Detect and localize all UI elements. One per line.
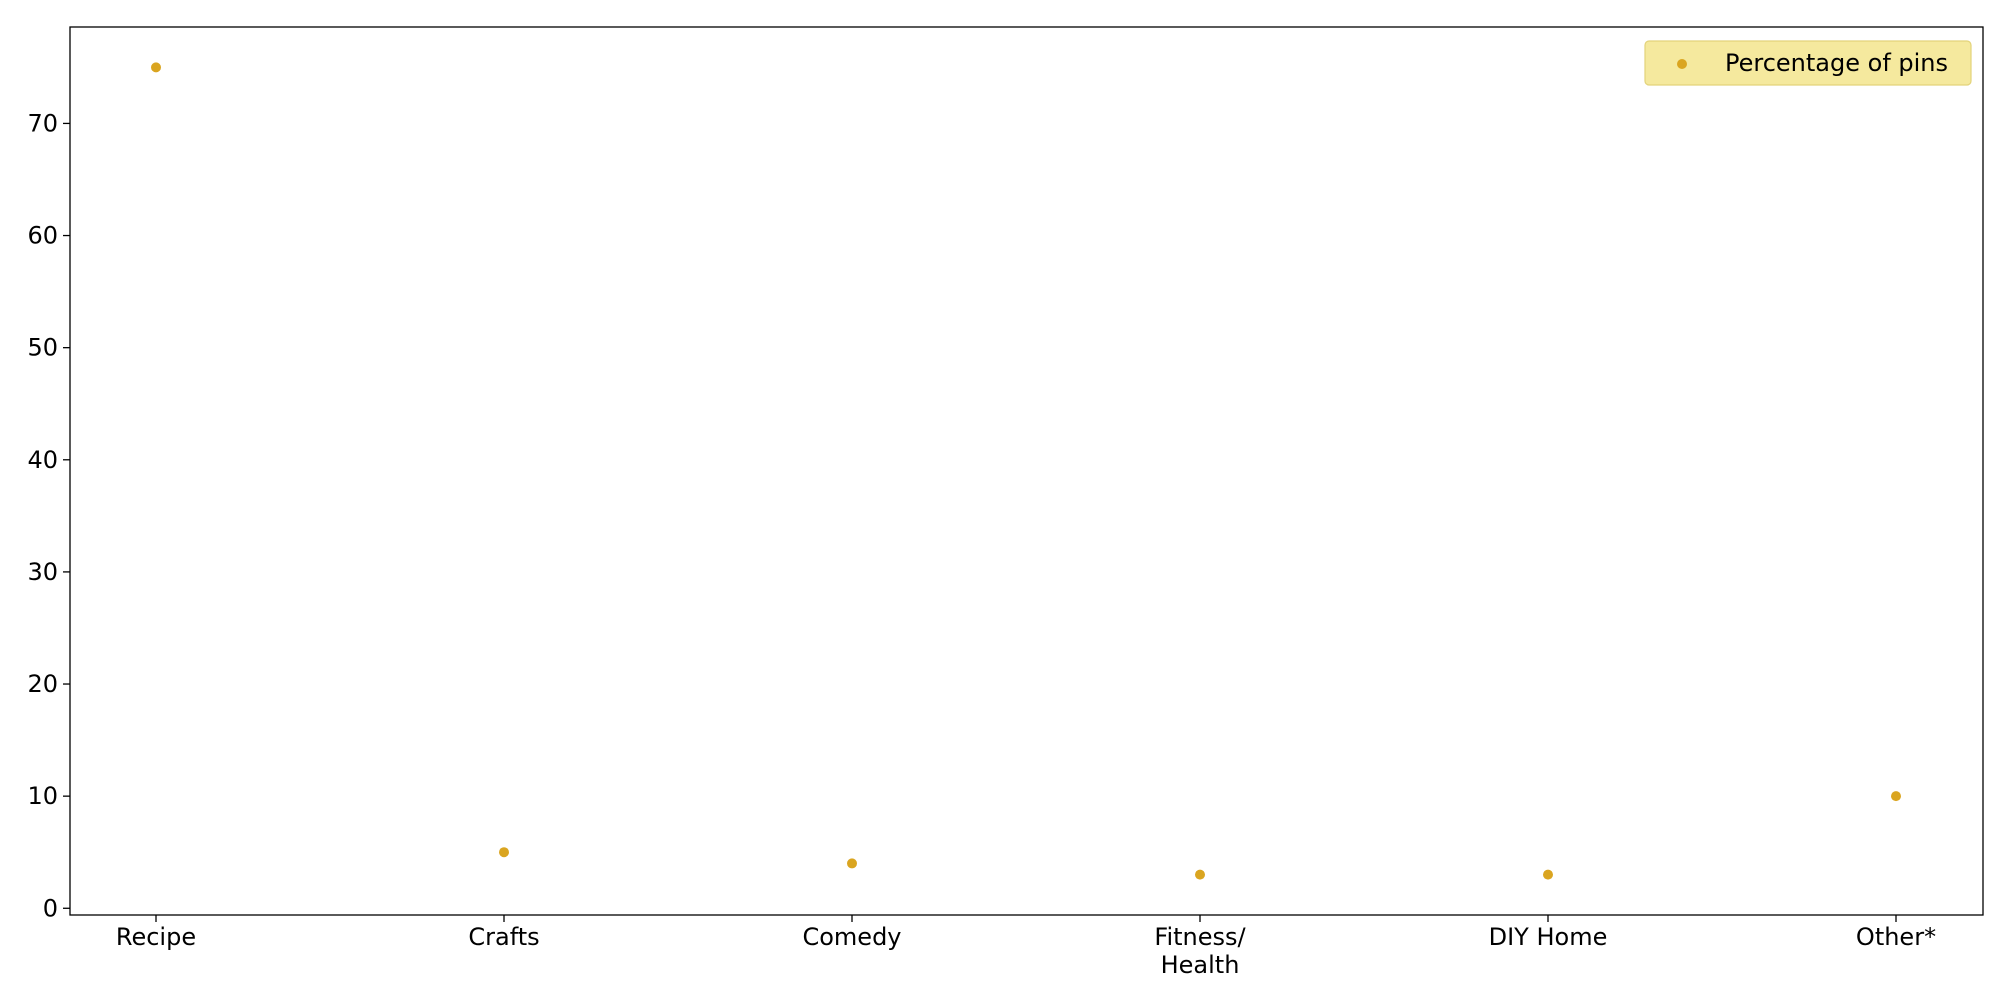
legend: Percentage of pins: [1644, 40, 1972, 86]
y-axis: 0 10 20 30 40 50 60 70: [27, 109, 70, 922]
y-tick-label: 40: [27, 446, 58, 474]
x-tick-label: Fitness/Health: [1154, 923, 1246, 979]
data-points: [151, 62, 1901, 880]
x-axis: Recipe Crafts Comedy Fitness/Health DIY Home…: [116, 915, 1936, 979]
legend-box: [1644, 40, 1972, 86]
x-tick-label: Crafts: [468, 923, 539, 951]
y-tick-label: 50: [27, 334, 58, 362]
y-tick-label: 10: [27, 782, 58, 810]
x-tick-label: Recipe: [116, 923, 196, 951]
data-point: [151, 62, 161, 73]
x-tick-label: DIY Home: [1489, 923, 1608, 951]
y-tick-label: 60: [27, 222, 58, 250]
x-tick-label: Other*: [1856, 923, 1936, 951]
plot-frame: [69, 26, 1984, 916]
legend-label: Percentage of pins: [1725, 49, 1948, 77]
data-point: [499, 847, 509, 858]
x-tick-label: Comedy: [802, 923, 901, 951]
data-point: [847, 858, 857, 869]
legend-marker: [1677, 59, 1687, 69]
y-tick-label: 20: [27, 670, 58, 698]
data-point: [1543, 869, 1553, 880]
y-tick-label: 30: [27, 558, 58, 586]
data-point: [1195, 869, 1205, 880]
data-point: [1891, 791, 1901, 802]
y-tick-label: 0: [43, 894, 58, 922]
y-tick-label: 70: [27, 109, 58, 137]
